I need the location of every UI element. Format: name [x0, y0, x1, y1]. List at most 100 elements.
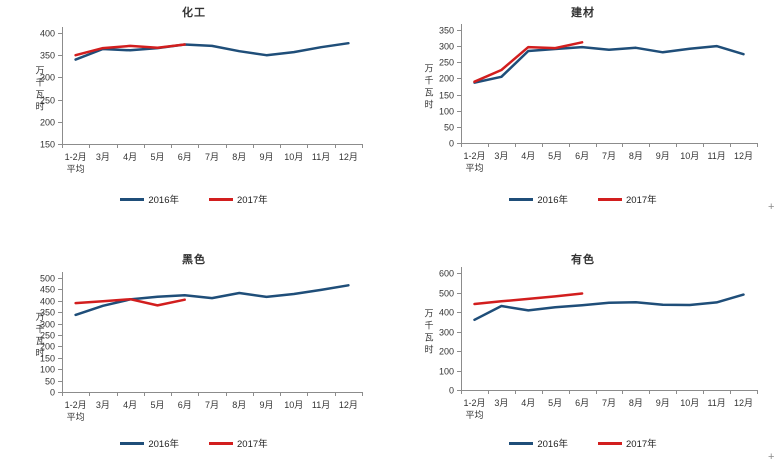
y-tick-label: 0 [50, 388, 55, 398]
legend-item-2016: 2016年 [120, 192, 179, 206]
x-tick-label: 3月 [494, 151, 508, 161]
x-tick-label: 9月 [656, 151, 670, 161]
x-tick-label: 6月 [178, 152, 192, 162]
x-tick-label: 4月 [123, 400, 137, 410]
y-tick-label: 250 [40, 96, 55, 106]
x-tick-label: 12月 [339, 400, 358, 410]
legend-label: 2016年 [148, 195, 179, 206]
y-tick-label: 100 [439, 107, 454, 117]
legend-item-2017: 2017年 [209, 436, 268, 450]
y-tick-label: 100 [439, 367, 454, 377]
legend-label: 2017年 [626, 195, 657, 206]
y-axis-title: 万千瓦时 [424, 309, 433, 355]
legend-line-swatch-2017 [209, 441, 233, 445]
x-tick-label: 10月 [680, 151, 699, 161]
y-tick-label: 0 [449, 386, 454, 396]
y-tick-label: 250 [40, 331, 55, 341]
chart-legend: 2016年 2017年 [389, 436, 777, 450]
x-tick-label: 9月 [260, 152, 274, 162]
series-line-2016年 [74, 41, 350, 61]
y-tick-label: 400 [439, 308, 454, 318]
y-tick-label: 350 [40, 308, 55, 318]
legend-item-2017: 2017年 [598, 192, 657, 206]
y-tick-label: 150 [40, 140, 55, 150]
y-tick-label: 500 [40, 274, 55, 284]
x-tick-label: 10月 [680, 398, 699, 408]
chart-nonferrous: 有色 600 500 400 300 200 100 0 1-2月平均 3月 4月 5月 6月 7月 8月… [389, 230, 777, 462]
chart-plot-area: 350 300 250 200 150 100 50 0 1-2月平均 3月 4月 5月 6月 7月 8月 9… [424, 24, 758, 173]
x-tick-label: 11月 [312, 152, 330, 162]
x-tick-label: 1-2月平均 [65, 152, 87, 174]
series-line-2017年 [473, 292, 584, 306]
chart-plot-area: 400 350 300 250 200 150 1-2月平均 3月 4月 5月 6月 7月 8月 9月 10… [35, 27, 363, 174]
x-tick-label: 10月 [284, 400, 303, 410]
legend-line-swatch-2016 [509, 197, 534, 201]
chart-title: 化工 [182, 7, 206, 19]
x-tick-label: 6月 [178, 400, 192, 410]
y-tick-label: 100 [40, 365, 55, 375]
x-tick-label: 7月 [205, 152, 219, 162]
legend-item-2016: 2016年 [509, 436, 568, 450]
x-tick-label: 9月 [260, 400, 274, 410]
legend-label: 2016年 [537, 195, 568, 206]
legend-line-swatch-2016 [509, 441, 534, 445]
y-tick-label: 300 [40, 320, 55, 330]
x-tick-label: 4月 [521, 151, 535, 161]
y-tick-label: 50 [444, 123, 454, 133]
chart-ferrous: 黑色 500 450 400 350 300 250 200 150 100 50 0 1-2月平均 3… [0, 230, 388, 462]
x-tick-label: 1-2月平均 [463, 398, 485, 420]
x-tick-label: 7月 [602, 398, 616, 408]
chart-legend: 2016年 2017年 [0, 436, 388, 450]
x-tick-label: 7月 [205, 400, 219, 410]
y-tick-label: 300 [439, 42, 454, 52]
x-tick-label: 10月 [284, 152, 303, 162]
x-tick-label: 12月 [339, 152, 358, 162]
y-tick-label: 300 [40, 73, 55, 83]
y-axis-title: 万千瓦时 [424, 64, 433, 110]
x-tick-label: 8月 [232, 152, 246, 162]
x-tick-label: 8月 [232, 400, 246, 410]
x-tick-label: 7月 [602, 151, 616, 161]
x-tick-label: 12月 [734, 151, 753, 161]
legend-label: 2017年 [237, 195, 268, 206]
series-line-2016年 [74, 284, 350, 317]
chart-legend: 2016年 2017年 [389, 192, 777, 206]
chart-building-materials: 建材 350 300 250 200 150 100 50 0 1-2月平均 3月 4月 5月 6月 7月… [389, 0, 777, 230]
x-tick-label: 12月 [734, 398, 753, 408]
legend-item-2016: 2016年 [120, 436, 179, 450]
y-tick-label: 200 [40, 118, 55, 128]
y-tick-label: 300 [439, 328, 454, 338]
legend-item-2016: 2016年 [509, 192, 568, 206]
resize-handle-icon: + [768, 451, 775, 462]
x-tick-label: 3月 [96, 152, 110, 162]
y-tick-label: 450 [40, 285, 55, 295]
x-tick-label: 3月 [494, 398, 508, 408]
legend-line-swatch-2017 [598, 441, 622, 445]
x-tick-label: 3月 [96, 400, 110, 410]
y-tick-label: 400 [40, 297, 55, 307]
x-tick-label: 8月 [629, 398, 643, 408]
x-tick-label: 4月 [521, 398, 535, 408]
x-tick-label: 5月 [548, 398, 562, 408]
legend-line-swatch-2017 [209, 197, 233, 201]
x-tick-label: 5月 [150, 152, 164, 162]
x-tick-label: 4月 [123, 152, 137, 162]
legend-line-swatch-2016 [120, 441, 145, 445]
legend-line-swatch-2017 [598, 197, 622, 201]
x-tick-label: 6月 [575, 398, 589, 408]
y-tick-label: 350 [40, 51, 55, 61]
y-tick-label: 150 [40, 354, 55, 364]
chart-plot-area: 600 500 400 300 200 100 0 1-2月平均 3月 4月 5月 6月 7月 8月 9月 1… [424, 267, 758, 420]
series-line-2016年 [473, 44, 745, 84]
x-tick-label: 6月 [575, 151, 589, 161]
x-tick-label: 1-2月平均 [463, 151, 485, 173]
x-tick-label: 8月 [629, 151, 643, 161]
series-line-2017年 [74, 297, 186, 307]
y-tick-label: 0 [449, 139, 454, 149]
legend-label: 2017年 [626, 439, 657, 450]
x-tick-label: 5月 [150, 400, 164, 410]
y-axis-title: 万千瓦时 [35, 312, 44, 358]
legend-line-swatch-2016 [120, 197, 145, 201]
series-line-2017年 [74, 43, 186, 57]
